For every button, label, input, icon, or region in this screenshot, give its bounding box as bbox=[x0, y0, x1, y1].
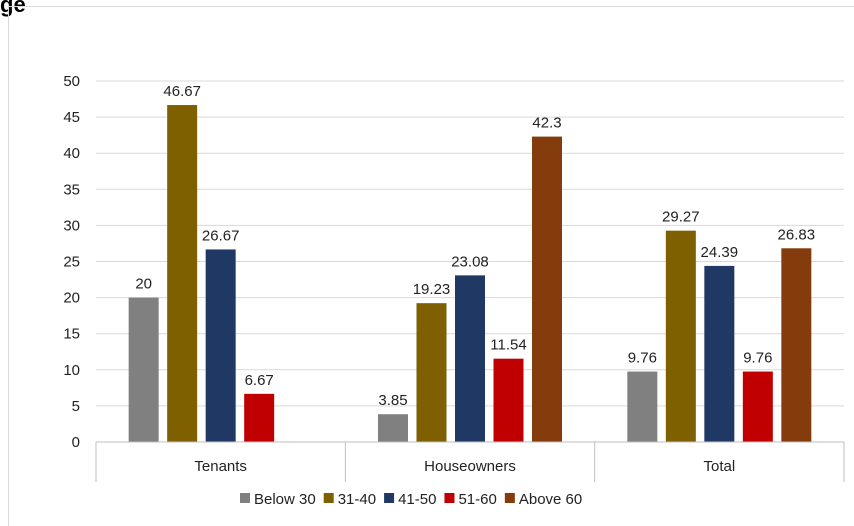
y-tick-label: 40 bbox=[63, 145, 80, 162]
data-label: 46.67 bbox=[163, 83, 201, 100]
y-tick-label: 10 bbox=[63, 362, 80, 379]
legend-swatch bbox=[444, 493, 455, 503]
y-tick-label: 5 bbox=[72, 398, 80, 415]
data-label: 26.83 bbox=[778, 226, 816, 243]
y-axis: 0 5 10 15 20 25 30 35 40 45 50 bbox=[63, 73, 80, 451]
y-tick-label: 50 bbox=[63, 73, 80, 90]
bar bbox=[532, 136, 562, 442]
legend-swatch bbox=[240, 493, 250, 503]
bar bbox=[455, 275, 485, 442]
legend-label: 31-40 bbox=[338, 491, 376, 508]
bar bbox=[128, 297, 159, 442]
category-label: Houseowners bbox=[424, 458, 516, 475]
data-label: 11.54 bbox=[490, 337, 526, 354]
legend-swatch bbox=[384, 493, 395, 503]
data-label: 23.08 bbox=[451, 253, 489, 270]
category-label: Total bbox=[703, 458, 735, 475]
bar bbox=[781, 248, 812, 442]
bar bbox=[378, 414, 408, 442]
bar bbox=[742, 371, 773, 442]
bars bbox=[128, 105, 812, 442]
data-label: 3.85 bbox=[378, 392, 407, 409]
bar bbox=[167, 105, 198, 442]
legend: Below 30 31-40 41-50 51-60 Above 60 bbox=[240, 491, 582, 508]
category-label: Tenants bbox=[194, 458, 247, 475]
legend-label: Below 30 bbox=[254, 491, 316, 508]
bar bbox=[493, 358, 524, 442]
legend-swatch bbox=[323, 493, 334, 503]
bar bbox=[704, 265, 735, 442]
legend-label: 41-50 bbox=[398, 491, 436, 508]
y-tick-label: 35 bbox=[63, 181, 80, 198]
y-tick-label: 25 bbox=[63, 254, 80, 271]
data-label: 26.67 bbox=[202, 227, 240, 244]
legend-label: 51-60 bbox=[458, 491, 496, 508]
data-label: 42.3 bbox=[532, 115, 561, 132]
bar bbox=[627, 371, 658, 442]
chart-frame bbox=[8, 6, 854, 526]
data-label: 29.27 bbox=[662, 209, 700, 226]
x-axis: Tenants Houseowners Total bbox=[95, 441, 845, 482]
y-tick-label: 20 bbox=[63, 290, 80, 307]
y-tick-label: 30 bbox=[63, 217, 80, 234]
data-labels: 20 3.85 9.76 46.67 19.23 29.27 26.67 23.08 24.39… bbox=[135, 83, 815, 409]
bar bbox=[205, 249, 236, 442]
data-label: 24.39 bbox=[701, 244, 739, 261]
y-tick-label: 0 bbox=[72, 434, 80, 451]
y-tick-label: 15 bbox=[63, 326, 80, 343]
legend-label: Above 60 bbox=[519, 491, 582, 508]
bar bbox=[665, 230, 696, 442]
data-label: 20 bbox=[135, 276, 152, 293]
data-label: 19.23 bbox=[413, 281, 451, 298]
bar bbox=[244, 393, 275, 442]
data-label: 6.67 bbox=[245, 372, 274, 389]
data-label: 9.76 bbox=[628, 350, 657, 367]
chart-title-fragment: ge bbox=[0, 0, 26, 17]
y-tick-label: 45 bbox=[63, 109, 80, 126]
data-label: 9.76 bbox=[743, 350, 772, 367]
bar bbox=[416, 303, 447, 442]
legend-swatch bbox=[504, 493, 515, 503]
